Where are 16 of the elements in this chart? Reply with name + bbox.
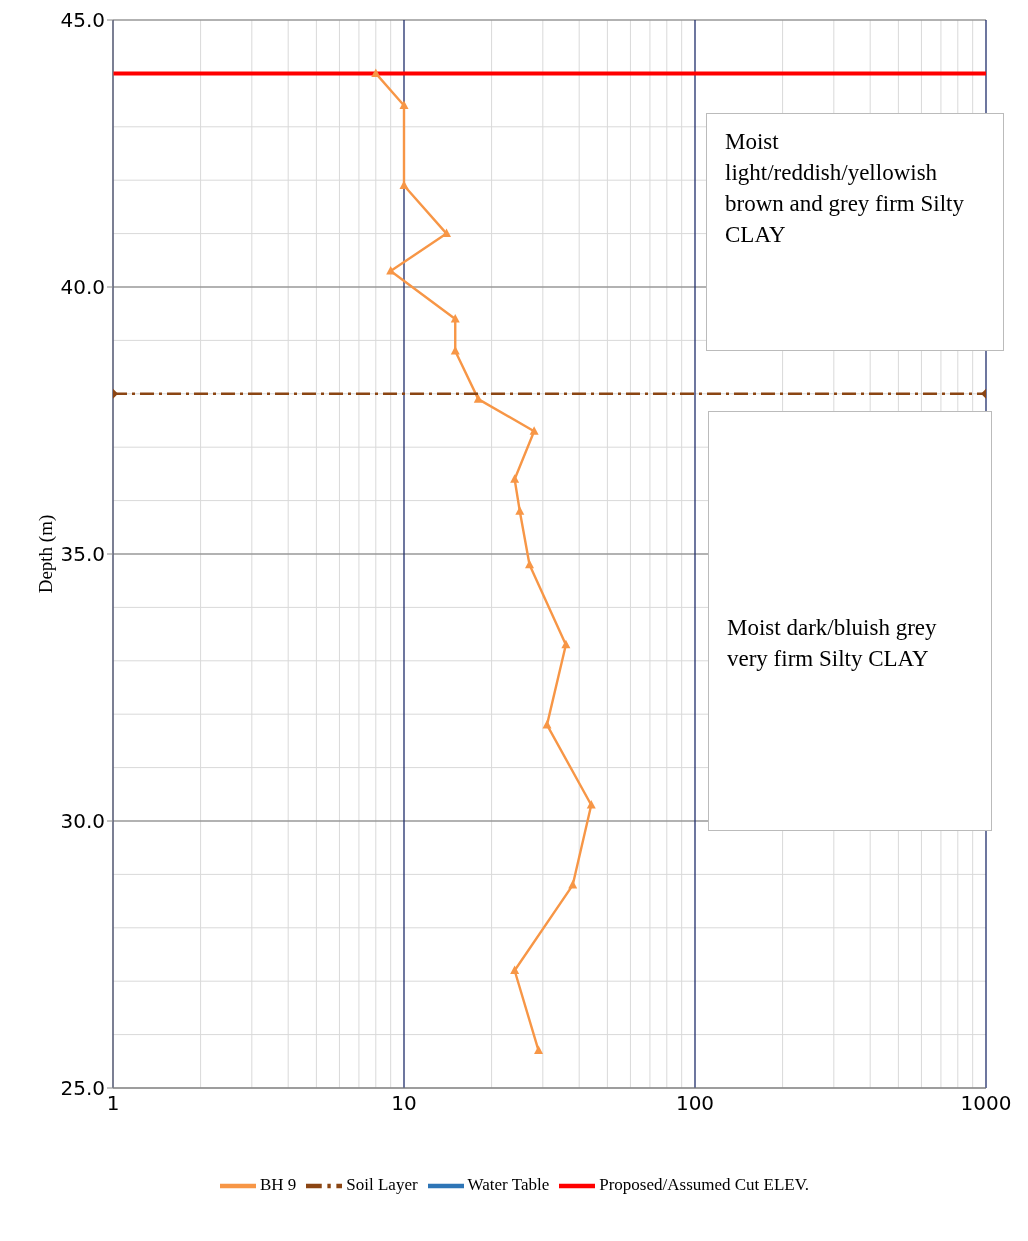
x-tick-label: 1 — [106, 1091, 120, 1116]
legend-label: Proposed/Assumed Cut ELEV. — [599, 1174, 810, 1194]
y-tick-label: 30.0 — [60, 809, 105, 834]
x-tick-label: 100 — [675, 1091, 715, 1116]
text-box: Moist light/reddish/yellowish brown and grey firm Silty CLAY — [706, 113, 1004, 351]
x-tick-label: 1000 — [960, 1091, 1012, 1116]
x-tick-label: 10 — [391, 1091, 417, 1116]
legend-label: Water Table — [467, 1174, 550, 1194]
y-tick-label: 40.0 — [60, 275, 105, 300]
y-tick-label: 35.0 — [60, 542, 105, 567]
legend-label: BH 9 — [259, 1174, 297, 1194]
y-tick-label: 25.0 — [60, 1076, 105, 1101]
y-tick-label: 45.0 — [60, 8, 105, 33]
y-axis-title: Depth (m) — [34, 514, 57, 594]
text-box: Moist dark/bluish grey very firm Silty CLAY — [708, 411, 992, 831]
legend-label: Soil Layer — [346, 1174, 418, 1194]
